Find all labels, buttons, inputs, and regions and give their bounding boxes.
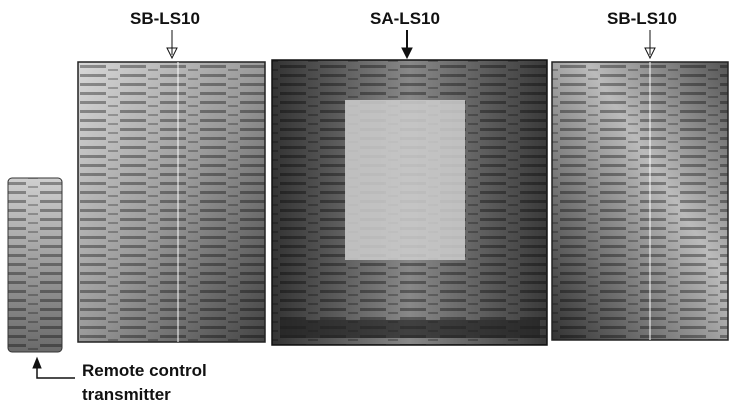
remote: [7, 177, 63, 353]
label: SB-LS10: [130, 9, 200, 28]
arrows: [32, 30, 656, 379]
callout-text: transmitter: [82, 385, 171, 404]
main-unit: [271, 59, 548, 346]
right-speaker: [551, 61, 729, 341]
left-speaker: [77, 61, 266, 343]
label: SB-LS10: [607, 9, 677, 28]
label: SA-LS10: [370, 9, 440, 28]
callout-text: Remote control: [82, 361, 207, 380]
